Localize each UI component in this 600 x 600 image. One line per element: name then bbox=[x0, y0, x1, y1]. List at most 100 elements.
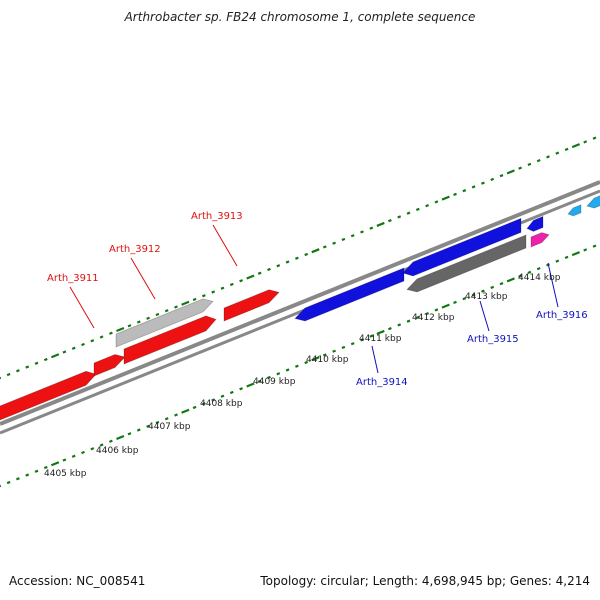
scale-dot bbox=[267, 375, 271, 380]
scale-dot bbox=[155, 312, 160, 317]
topology-text: Topology: circular; Length: 4,698,945 bp… bbox=[260, 574, 590, 588]
scale-dot bbox=[462, 189, 467, 193]
gene-label-leader bbox=[479, 300, 490, 332]
outer-scale-dots bbox=[0, 136, 597, 380]
scale-dot bbox=[434, 200, 439, 204]
scale-dot bbox=[527, 162, 532, 167]
backbone-line-upper bbox=[0, 180, 600, 426]
scale-dot bbox=[136, 428, 141, 432]
gene-label-leader bbox=[371, 345, 379, 374]
scale-dot bbox=[211, 398, 216, 402]
scale-dot bbox=[174, 413, 178, 417]
scale-dot bbox=[555, 151, 560, 155]
scale-dot bbox=[90, 447, 95, 451]
map-title: Arthrobacter sp. FB24 chromosome 1, comp… bbox=[124, 10, 476, 24]
gene-label: Arth_3911 bbox=[47, 273, 99, 284]
scale-dot bbox=[109, 439, 113, 443]
scale-dot bbox=[295, 364, 299, 368]
scale-dot bbox=[536, 267, 541, 271]
scale-dot bbox=[62, 350, 67, 354]
scale-dot bbox=[453, 192, 457, 197]
gene-labels: Arth_3911 Arth_3912 Arth_3913 Arth_3914 Arth… bbox=[47, 211, 588, 388]
scale-dot bbox=[490, 177, 495, 182]
scale-dot bbox=[441, 195, 450, 201]
scale-dot bbox=[555, 259, 560, 263]
scale-dot bbox=[415, 315, 420, 320]
scale-dot bbox=[583, 248, 588, 252]
scale-dot bbox=[239, 279, 243, 283]
scale-dot bbox=[257, 271, 262, 275]
gene-features bbox=[0, 195, 600, 421]
scale-dot bbox=[592, 244, 597, 248]
scale-dot bbox=[341, 345, 346, 350]
scale-dot bbox=[304, 252, 309, 257]
scale-dot bbox=[257, 379, 262, 383]
scale-dot bbox=[415, 207, 420, 212]
scale-dot bbox=[192, 297, 197, 302]
scale-dot bbox=[506, 169, 515, 175]
scale-dot bbox=[406, 319, 411, 323]
scale-dot bbox=[116, 326, 125, 333]
scale-dot bbox=[571, 251, 581, 257]
scale-dot bbox=[369, 334, 374, 338]
scale-dot bbox=[499, 282, 504, 286]
scale-dot bbox=[202, 294, 206, 298]
scale-dot bbox=[311, 356, 320, 362]
scale-dot bbox=[481, 181, 485, 185]
scale-dot bbox=[116, 434, 125, 441]
scale-dot bbox=[434, 308, 439, 312]
scale-dot bbox=[0, 484, 2, 488]
scale-dot bbox=[506, 277, 515, 283]
gene-arrow-other-a bbox=[567, 204, 582, 217]
scale-dot bbox=[490, 285, 495, 290]
scale-dot bbox=[518, 274, 522, 278]
scale-dot bbox=[25, 365, 30, 369]
scale-dot bbox=[406, 211, 411, 215]
scale-dot bbox=[146, 316, 150, 320]
scale-dot bbox=[246, 274, 255, 280]
scale-dot bbox=[16, 477, 20, 481]
scale-dot bbox=[16, 369, 20, 373]
scale-dot bbox=[239, 387, 243, 391]
scale-dot bbox=[360, 338, 364, 342]
gene-label-leader bbox=[212, 224, 238, 267]
gene-label: Arth_3914 bbox=[356, 377, 408, 388]
gene-arrow-other-b bbox=[586, 195, 600, 209]
scale-dot bbox=[376, 329, 385, 335]
scale-tick-label: 4413 kbp bbox=[465, 292, 508, 302]
accession-text: Accession: NC_008541 bbox=[9, 574, 146, 588]
scale-dot bbox=[388, 219, 392, 223]
scale-dot bbox=[43, 465, 48, 470]
scale-dot bbox=[6, 480, 11, 485]
scale-tick-label: 4410 kbp bbox=[306, 355, 349, 365]
gene-arrow-arth-3912-pseudo bbox=[115, 298, 214, 348]
scale-dot bbox=[229, 282, 234, 287]
scale-dot bbox=[267, 267, 271, 272]
scale-dot bbox=[425, 204, 429, 208]
scale-dot bbox=[181, 408, 190, 414]
scale-dot bbox=[276, 264, 281, 268]
scale-dot bbox=[471, 293, 476, 297]
scale-dot bbox=[43, 357, 48, 362]
scale-dot bbox=[62, 458, 67, 462]
scale-dot bbox=[285, 260, 290, 264]
scale-dot bbox=[322, 353, 327, 357]
scale-tick-label: 4408 kbp bbox=[200, 399, 243, 409]
scale-dot bbox=[471, 185, 476, 189]
scale-dot bbox=[202, 402, 206, 406]
gene-arrow-arth-3911 bbox=[93, 354, 126, 377]
scale-dot bbox=[376, 221, 385, 227]
scale-dot bbox=[99, 443, 104, 447]
scale-dot bbox=[369, 226, 374, 230]
inner-scale-dots bbox=[0, 244, 597, 488]
scale-dot bbox=[155, 420, 160, 425]
gene-arrow-arth-3916 bbox=[526, 215, 544, 232]
scale-dot bbox=[462, 297, 467, 301]
scale-dot bbox=[127, 432, 132, 436]
scale-dot bbox=[441, 303, 450, 309]
scale-dot bbox=[192, 405, 197, 410]
scale-tick-label: 4414 kbp bbox=[518, 273, 561, 283]
scale-dot bbox=[311, 248, 320, 254]
scale-dot bbox=[453, 300, 457, 305]
scale-dot bbox=[220, 394, 225, 398]
